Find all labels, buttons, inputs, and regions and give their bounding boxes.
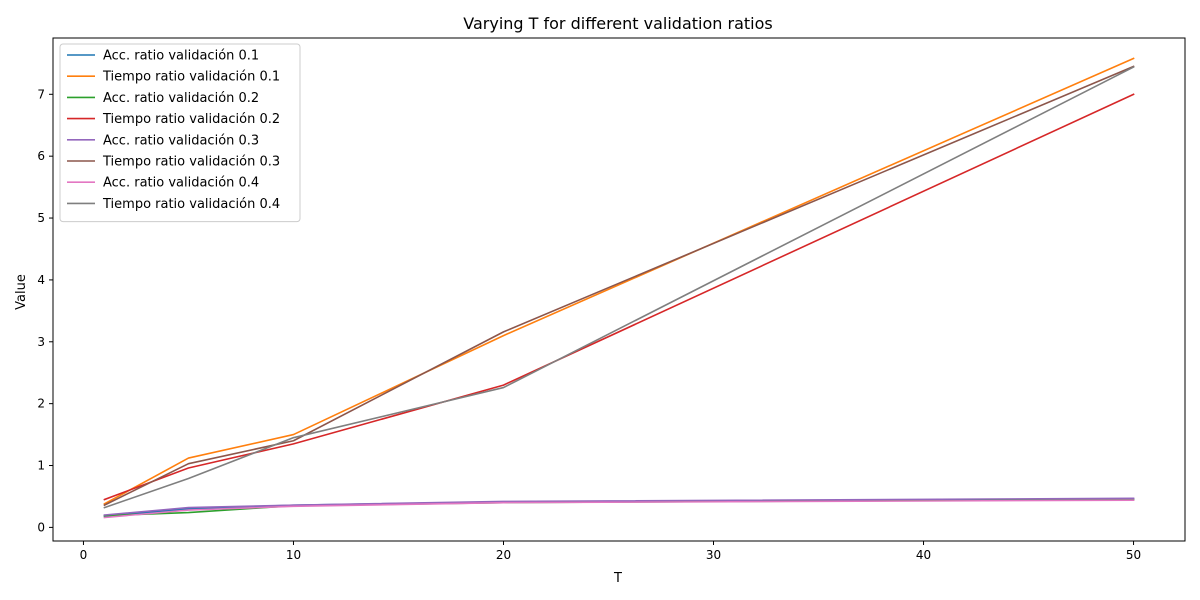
legend-label-6: Tiempo ratio validación 0.3	[102, 155, 280, 170]
plot-frame	[52, 37, 1186, 542]
y-tick-label: 7	[37, 87, 45, 101]
legend-label-2: Tiempo ratio validación 0.1	[102, 70, 280, 85]
legend: Acc. ratio validación 0.1 Tiempo ratio va…	[59, 43, 301, 223]
legend-box	[59, 43, 301, 223]
y-tick-label: 4	[37, 273, 45, 287]
x-tick-label: 50	[1126, 548, 1141, 562]
series-layer	[103, 57, 1135, 519]
legend-label-1: Acc. ratio validación 0.1	[103, 49, 259, 64]
x-tick-label: 10	[286, 548, 301, 562]
y-tick-label: 0	[37, 520, 45, 534]
series-line-5	[103, 497, 1135, 516]
y-tick-label: 2	[37, 397, 45, 411]
tick-layer: 0 10 20 30 40 50 0 1 2 3 4 5 6 7	[37, 87, 1141, 562]
legend-label-8: Tiempo ratio validación 0.4	[102, 197, 280, 212]
y-tick-label: 3	[37, 335, 45, 349]
y-tick-label: 5	[37, 211, 45, 225]
y-tick-label: 6	[37, 149, 45, 163]
legend-label-7: Acc. ratio validación 0.4	[103, 176, 259, 191]
y-axis-label: Value	[14, 274, 29, 310]
legend-label-4: Tiempo ratio validación 0.2	[102, 112, 280, 127]
series-line-4	[103, 93, 1135, 501]
y-tick-label: 1	[37, 459, 45, 473]
series-line-8	[103, 66, 1135, 509]
x-axis-label: T	[613, 571, 622, 586]
x-tick-label: 20	[496, 548, 511, 562]
series-line-7	[103, 499, 1135, 519]
series-line-6	[103, 65, 1135, 507]
x-tick-label: 40	[916, 548, 931, 562]
x-tick-label: 0	[80, 548, 88, 562]
x-tick-label: 30	[706, 548, 721, 562]
legend-label-5: Acc. ratio validación 0.3	[103, 133, 259, 148]
legend-label-3: Acc. ratio validación 0.2	[103, 91, 259, 106]
chart-title: Varying T for different validation ratio…	[463, 14, 772, 33]
